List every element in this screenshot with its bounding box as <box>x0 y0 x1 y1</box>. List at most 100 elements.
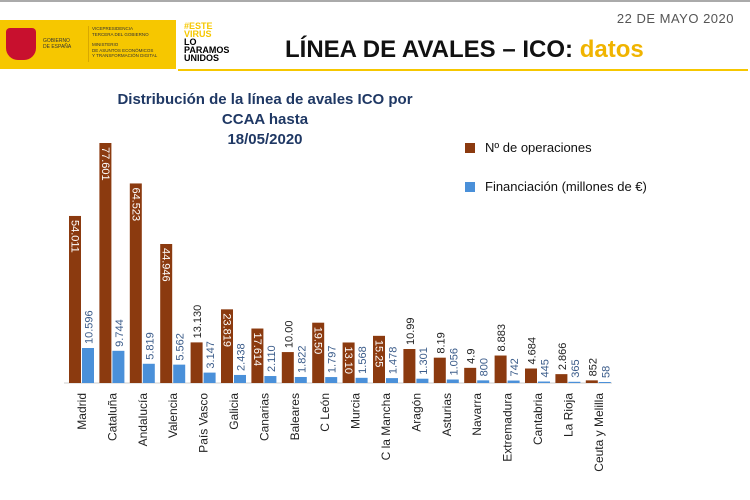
top-border <box>0 0 750 2</box>
operations-data-label: 2.866 <box>557 343 569 371</box>
operations-bar <box>464 367 477 383</box>
legend-financing: Financiación (millones de €) <box>465 179 647 194</box>
operations-bar <box>160 243 173 383</box>
operations-bar <box>69 215 81 383</box>
slogan-5: UNIDOS <box>184 53 220 63</box>
chart-title-line1: Distribución de la línea de avales ICO p… <box>117 91 413 128</box>
operations-data-label: 4.9 <box>466 349 478 364</box>
operations-bar <box>99 143 112 383</box>
header-underline <box>178 69 748 71</box>
category-label: Navarra <box>470 393 484 436</box>
gov-line1: GOBIERNO <box>43 38 70 44</box>
operations-data-label: 13.10 <box>342 346 354 374</box>
page-title: LÍNEA DE AVALES – ICO: datos <box>285 36 644 64</box>
operations-data-label: 19.50 <box>312 327 324 355</box>
date: 22 DE MAYO 2020 <box>616 11 734 26</box>
financing-data-label: 445 <box>540 359 552 377</box>
category-label: Asturias <box>440 393 454 436</box>
operations-bar <box>342 342 355 383</box>
chart-title-line2: 18/05/2020 <box>227 131 303 148</box>
vp-line1: VICEPRESIDENCIA <box>92 26 134 31</box>
financing-data-label: 58 <box>600 366 612 378</box>
chart-title: Distribución de la línea de avales ICO p… <box>110 90 420 150</box>
category-label: Galicia <box>227 393 241 430</box>
financing-bar <box>142 363 155 383</box>
slogan-2: VIRUS <box>184 29 212 39</box>
operations-data-label: 852 <box>587 358 599 376</box>
legend-swatch-operations <box>465 143 475 153</box>
operations-data-label: 77.601 <box>99 147 111 181</box>
financing-data-label: 365 <box>570 359 582 377</box>
category-label: Murcia <box>349 393 363 429</box>
slogan-4: PARAMOS <box>184 45 230 55</box>
operations-bar <box>555 374 568 383</box>
financing-data-label: 1.568 <box>357 346 369 374</box>
legend-label-operations: Nº de operaciones <box>485 140 592 155</box>
category-label: Extremadura <box>501 393 515 462</box>
legend-operations: Nº de operaciones <box>465 140 592 155</box>
coat-of-arms-icon <box>6 28 36 60</box>
category-label: Canarias <box>257 393 271 441</box>
operations-bar <box>251 328 264 383</box>
category-label: Valencia <box>166 393 180 438</box>
category-label: C la Mancha <box>379 393 393 461</box>
operations-bar <box>525 368 537 383</box>
financing-bar <box>234 374 246 383</box>
financing-data-label: 1.822 <box>296 345 308 373</box>
category-label: Madrid <box>75 393 89 430</box>
financing-bar <box>538 381 550 383</box>
financing-data-label: 742 <box>509 358 521 376</box>
operations-bar <box>221 309 233 383</box>
gobierno-logo: GOBIERNO DE ESPAÑA VICEPRESIDENCIA TERCER… <box>0 20 176 69</box>
financing-data-label: 800 <box>479 358 491 376</box>
financing-bar <box>294 376 307 383</box>
min-line3: Y TRANSFORMACIÓN DIGITAL <box>92 53 158 58</box>
operations-bar <box>403 349 416 383</box>
operations-data-label: 13.130 <box>192 305 204 339</box>
min-line2: DE ASUNTOS ECONÓMICOS <box>92 47 154 53</box>
operations-bar <box>129 183 142 383</box>
operations-data-label: 15.25 <box>373 340 385 368</box>
operations-data-label: 8.883 <box>496 324 508 352</box>
financing-bar <box>386 378 398 383</box>
operations-data-label: 10.00 <box>283 321 295 349</box>
financing-data-label: 5.562 <box>175 333 187 361</box>
financing-data-label: 1.056 <box>448 348 460 376</box>
financing-bar <box>598 382 611 383</box>
operations-bar <box>373 335 385 383</box>
financing-data-label: 2.110 <box>266 345 278 372</box>
financing-data-label: 1.301 <box>418 347 430 375</box>
financing-bar <box>507 380 520 383</box>
operations-bar <box>585 380 598 383</box>
operations-data-label: 17.614 <box>251 333 263 367</box>
category-label: Cataluña <box>105 393 119 441</box>
category-label: La Rioja <box>561 393 575 437</box>
financing-bar <box>203 372 216 383</box>
operations-bar <box>433 357 446 383</box>
financing-bar <box>264 376 277 383</box>
operations-bar <box>312 322 325 383</box>
category-label: Baleares <box>288 393 302 440</box>
operations-data-label: 4.684 <box>527 337 539 365</box>
category-label: Andalucía <box>136 393 150 447</box>
vp-line2: TERCERA DEL GOBIERNO <box>92 31 149 37</box>
min-line1: MINISTERIO <box>92 42 119 47</box>
title-accent: datos <box>579 36 644 63</box>
category-label: Ceuta y Melilla <box>592 393 606 472</box>
category-label: País Vasco <box>197 393 211 453</box>
financing-bar <box>112 350 125 383</box>
operations-data-label: 10.99 <box>405 317 417 345</box>
financing-data-label: 5.819 <box>144 332 156 360</box>
financing-data-label: 1.478 <box>388 347 400 375</box>
financing-bar <box>325 377 338 383</box>
operations-bar <box>281 352 294 383</box>
slogan-1: #ESTE <box>184 21 213 31</box>
operations-bar <box>494 355 507 383</box>
operations-data-label: 8.19 <box>435 332 447 353</box>
financing-bar <box>173 364 186 383</box>
legend-label-financing: Financiación (millones de €) <box>485 179 647 194</box>
operations-data-label: 64.523 <box>129 187 141 221</box>
legend-swatch-financing <box>465 182 475 192</box>
financing-data-label: 2.438 <box>236 343 248 371</box>
financing-bar <box>477 380 490 383</box>
